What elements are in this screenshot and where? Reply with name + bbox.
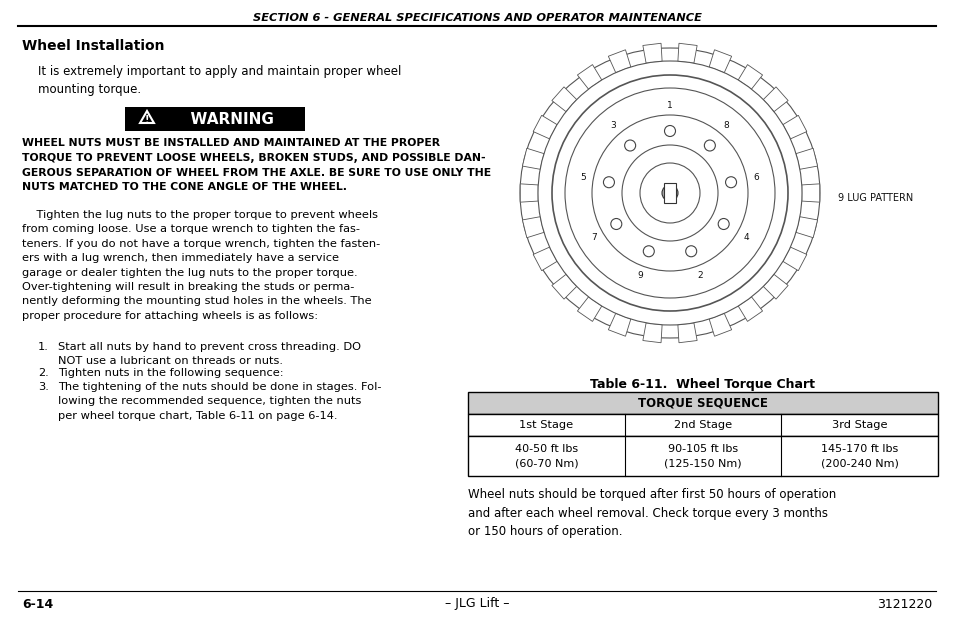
Text: 1: 1: [666, 101, 672, 109]
Text: WARNING: WARNING: [180, 111, 274, 127]
Polygon shape: [738, 297, 761, 321]
Text: 1.: 1.: [38, 342, 49, 352]
Polygon shape: [801, 184, 819, 202]
Polygon shape: [782, 247, 806, 271]
Text: !: !: [145, 115, 149, 125]
Circle shape: [685, 246, 696, 256]
Circle shape: [564, 88, 774, 298]
Circle shape: [642, 246, 654, 256]
Polygon shape: [608, 50, 630, 73]
Circle shape: [718, 219, 728, 229]
Text: 1st Stage: 1st Stage: [518, 420, 573, 430]
Text: SECTION 6 - GENERAL SPECIFICATIONS AND OPERATOR MAINTENANCE: SECTION 6 - GENERAL SPECIFICATIONS AND O…: [253, 13, 700, 23]
Text: It is extremely important to apply and maintain proper wheel
mounting torque.: It is extremely important to apply and m…: [38, 65, 401, 96]
Text: 9 LUG PATTERN: 9 LUG PATTERN: [837, 193, 912, 203]
FancyBboxPatch shape: [663, 183, 676, 203]
Polygon shape: [642, 323, 661, 343]
Polygon shape: [678, 43, 697, 63]
Text: 3121220: 3121220: [876, 598, 931, 611]
Polygon shape: [577, 64, 601, 89]
Circle shape: [703, 140, 715, 151]
Polygon shape: [782, 116, 806, 139]
Polygon shape: [642, 43, 661, 63]
Text: 5: 5: [579, 173, 585, 182]
Polygon shape: [738, 64, 761, 89]
Text: Wheel Installation: Wheel Installation: [22, 39, 164, 53]
Ellipse shape: [519, 48, 820, 338]
Ellipse shape: [537, 61, 801, 325]
Text: Table 6-11.  Wheel Torque Chart: Table 6-11. Wheel Torque Chart: [590, 378, 815, 391]
Circle shape: [639, 163, 700, 223]
Text: 3.: 3.: [38, 382, 49, 392]
FancyBboxPatch shape: [468, 392, 937, 414]
Polygon shape: [795, 217, 817, 238]
Text: 90-105 ft lbs
(125-150 Nm): 90-105 ft lbs (125-150 Nm): [663, 444, 741, 468]
Polygon shape: [140, 111, 153, 123]
Polygon shape: [795, 148, 817, 169]
Polygon shape: [708, 50, 731, 73]
Polygon shape: [708, 313, 731, 336]
Polygon shape: [762, 87, 787, 112]
Text: Tighten the lug nuts to the proper torque to prevent wheels
from coming loose. U: Tighten the lug nuts to the proper torqu…: [22, 210, 380, 321]
Circle shape: [664, 125, 675, 137]
Circle shape: [725, 177, 736, 188]
FancyBboxPatch shape: [125, 107, 305, 131]
Text: 145-170 ft lbs
(200-240 Nm): 145-170 ft lbs (200-240 Nm): [820, 444, 898, 468]
Text: 2: 2: [697, 271, 702, 280]
Text: 7: 7: [590, 232, 596, 242]
Polygon shape: [608, 313, 630, 336]
Text: 6-14: 6-14: [22, 598, 53, 611]
Circle shape: [624, 140, 635, 151]
Polygon shape: [519, 184, 537, 202]
Polygon shape: [678, 323, 697, 343]
Polygon shape: [522, 148, 543, 169]
Text: 40-50 ft lbs
(60-70 Nm): 40-50 ft lbs (60-70 Nm): [514, 444, 578, 468]
Text: TORQUE SEQUENCE: TORQUE SEQUENCE: [638, 397, 767, 410]
Polygon shape: [551, 87, 577, 112]
Circle shape: [621, 145, 718, 241]
Text: – JLG Lift –: – JLG Lift –: [444, 598, 509, 611]
Text: 2.: 2.: [38, 368, 49, 378]
Text: Start all nuts by hand to prevent cross threading. DO
NOT use a lubricant on thr: Start all nuts by hand to prevent cross …: [58, 342, 360, 366]
Text: WHEEL NUTS MUST BE INSTALLED AND MAINTAINED AT THE PROPER
TORQUE TO PREVENT LOOS: WHEEL NUTS MUST BE INSTALLED AND MAINTAI…: [22, 138, 491, 192]
Polygon shape: [762, 274, 787, 299]
Text: 8: 8: [723, 121, 729, 130]
FancyBboxPatch shape: [468, 414, 937, 436]
Polygon shape: [533, 247, 557, 271]
Text: 3rd Stage: 3rd Stage: [831, 420, 886, 430]
Text: 6: 6: [753, 173, 759, 182]
Text: Wheel nuts should be torqued after first 50 hours of operation
and after each wh: Wheel nuts should be torqued after first…: [468, 488, 836, 538]
FancyBboxPatch shape: [468, 436, 937, 476]
Polygon shape: [551, 274, 577, 299]
Circle shape: [661, 185, 678, 201]
Circle shape: [610, 219, 621, 229]
Text: 2nd Stage: 2nd Stage: [673, 420, 731, 430]
Text: 4: 4: [742, 232, 748, 242]
Polygon shape: [577, 297, 601, 321]
Circle shape: [592, 115, 747, 271]
Polygon shape: [522, 217, 543, 238]
Text: 9: 9: [637, 271, 642, 280]
Text: 3: 3: [610, 121, 616, 130]
Text: Tighten nuts in the following sequence:: Tighten nuts in the following sequence:: [58, 368, 283, 378]
Polygon shape: [533, 116, 557, 139]
Circle shape: [552, 75, 787, 311]
Text: The tightening of the nuts should be done in stages. Fol-
lowing the recommended: The tightening of the nuts should be don…: [58, 382, 381, 421]
Circle shape: [603, 177, 614, 188]
